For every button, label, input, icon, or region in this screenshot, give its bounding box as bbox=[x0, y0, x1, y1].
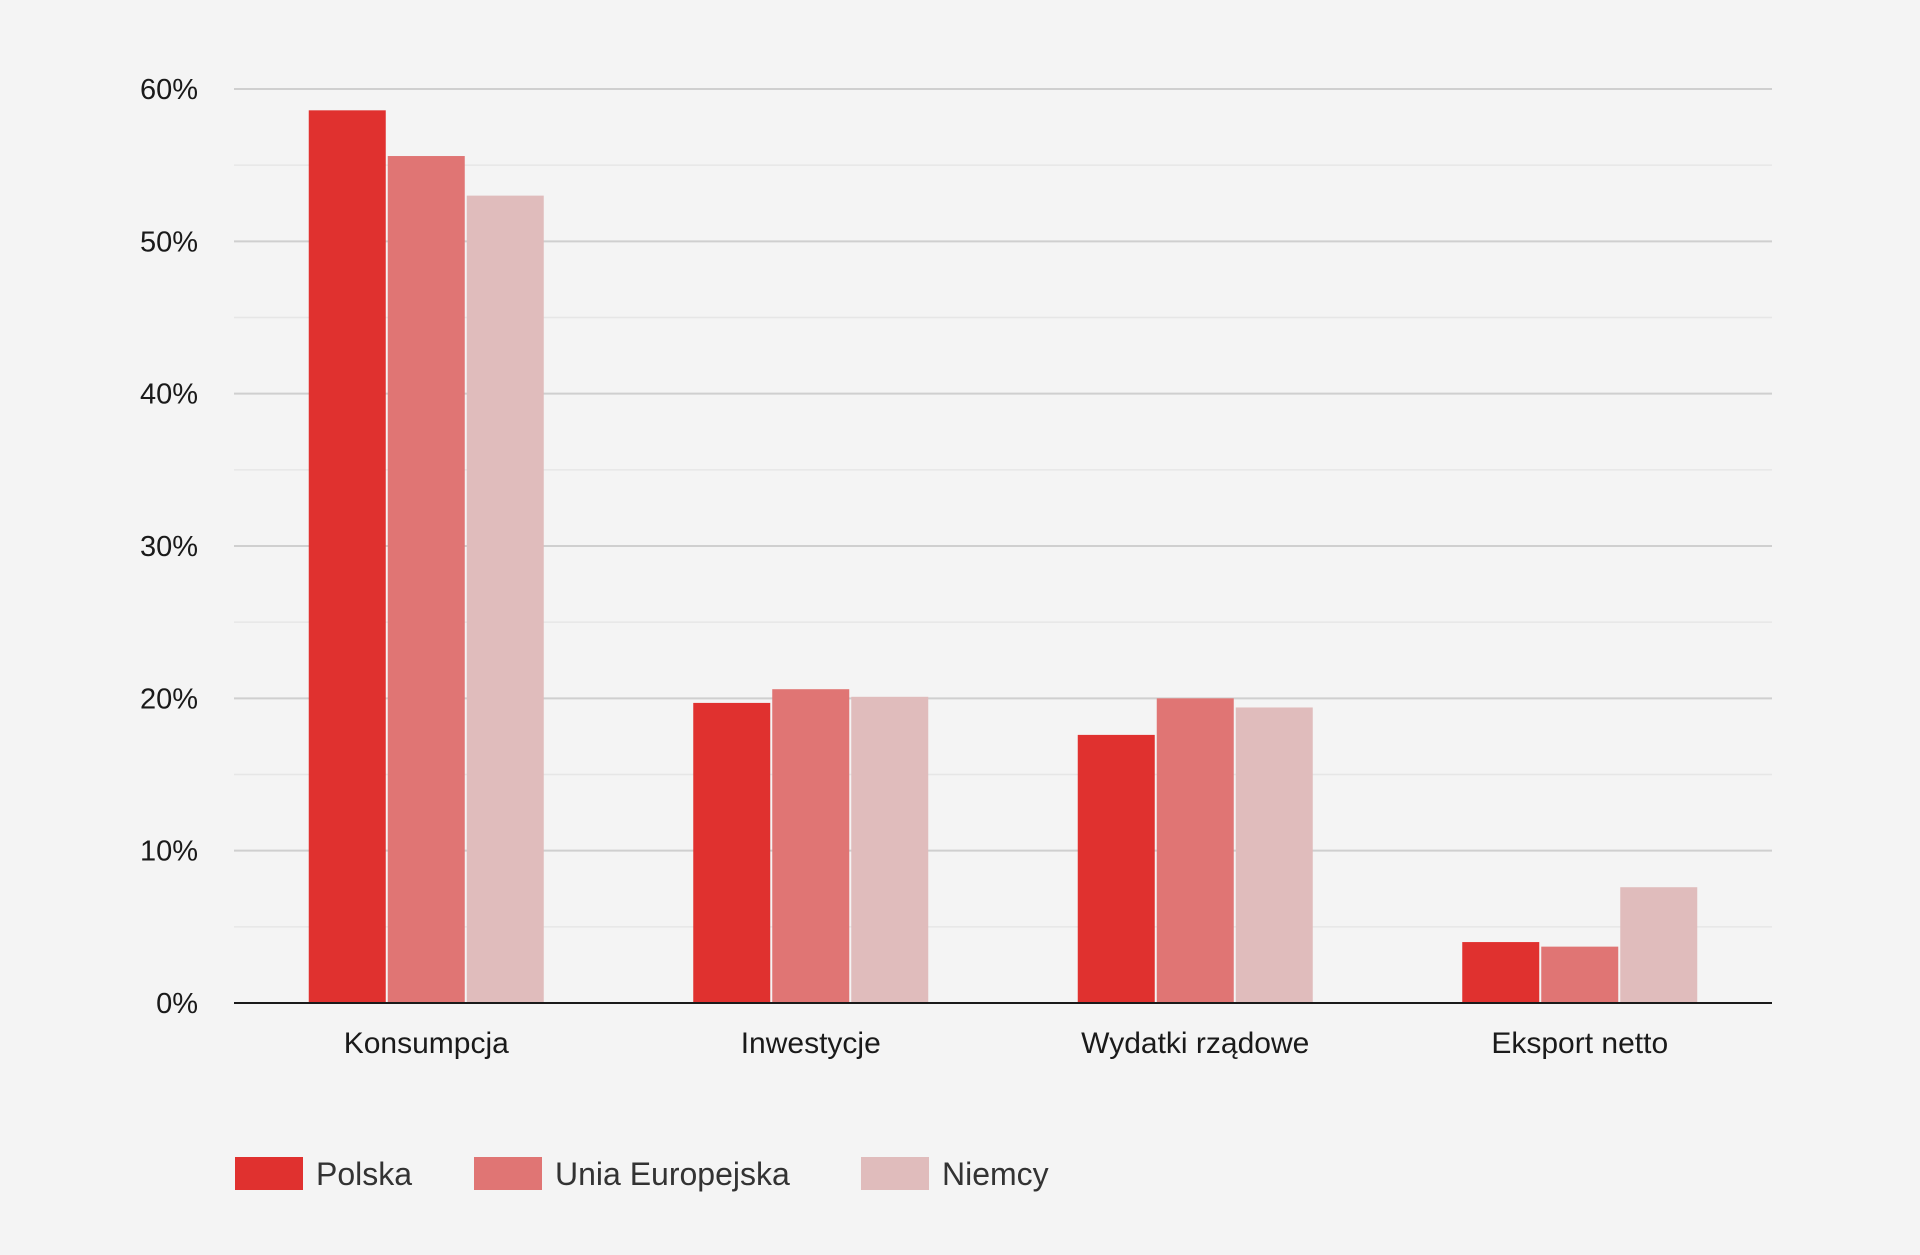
bar-unia-europejska bbox=[1541, 946, 1619, 1003]
bar-unia-europejska bbox=[387, 156, 465, 1003]
legend-label: Polska bbox=[316, 1156, 412, 1192]
y-tick-label: 50% bbox=[140, 226, 198, 258]
y-tick-label: 40% bbox=[140, 379, 198, 411]
bar-polska bbox=[693, 702, 771, 1003]
x-category-label: Konsumpcja bbox=[344, 1027, 509, 1060]
x-axis-categories: Konsumpcja Inwestycje Wydatki rządowe Ekspo… bbox=[344, 1027, 1668, 1060]
legend-item: Unia Europejska bbox=[474, 1156, 790, 1192]
legend: Polska Unia Europejska Niemcy bbox=[235, 1156, 1049, 1192]
x-category-label: Wydatki rządowe bbox=[1081, 1027, 1309, 1060]
legend-swatch bbox=[474, 1157, 542, 1190]
y-tick-label: 30% bbox=[140, 531, 198, 563]
legend-swatch bbox=[861, 1157, 929, 1190]
bars bbox=[308, 110, 1698, 1004]
bar-polska bbox=[1462, 942, 1540, 1003]
bar-polska bbox=[308, 110, 386, 1004]
x-category-label: Inwestycje bbox=[741, 1027, 881, 1060]
bar-polska bbox=[1077, 734, 1155, 1003]
y-tick-label: 20% bbox=[140, 683, 198, 715]
x-category-label: Eksport netto bbox=[1491, 1027, 1668, 1060]
legend-item: Polska bbox=[235, 1156, 412, 1192]
bar-unia-europejska bbox=[1156, 698, 1234, 1003]
legend-label: Niemcy bbox=[942, 1156, 1049, 1192]
y-tick-label: 60% bbox=[140, 74, 198, 106]
bar-niemcy bbox=[466, 195, 544, 1004]
bar-unia-europejska bbox=[772, 689, 850, 1003]
y-tick-label: 10% bbox=[140, 836, 198, 868]
y-axis-ticks: 0% 10% 20% 30% 40% 50% 60% bbox=[140, 74, 198, 1020]
bar-niemcy bbox=[851, 696, 929, 1003]
legend-label: Unia Europejska bbox=[555, 1156, 790, 1192]
bar-niemcy bbox=[1235, 707, 1313, 1003]
legend-item: Niemcy bbox=[861, 1156, 1049, 1192]
y-tick-label: 0% bbox=[156, 988, 198, 1020]
legend-swatch bbox=[235, 1157, 303, 1190]
bar-niemcy bbox=[1620, 887, 1698, 1003]
